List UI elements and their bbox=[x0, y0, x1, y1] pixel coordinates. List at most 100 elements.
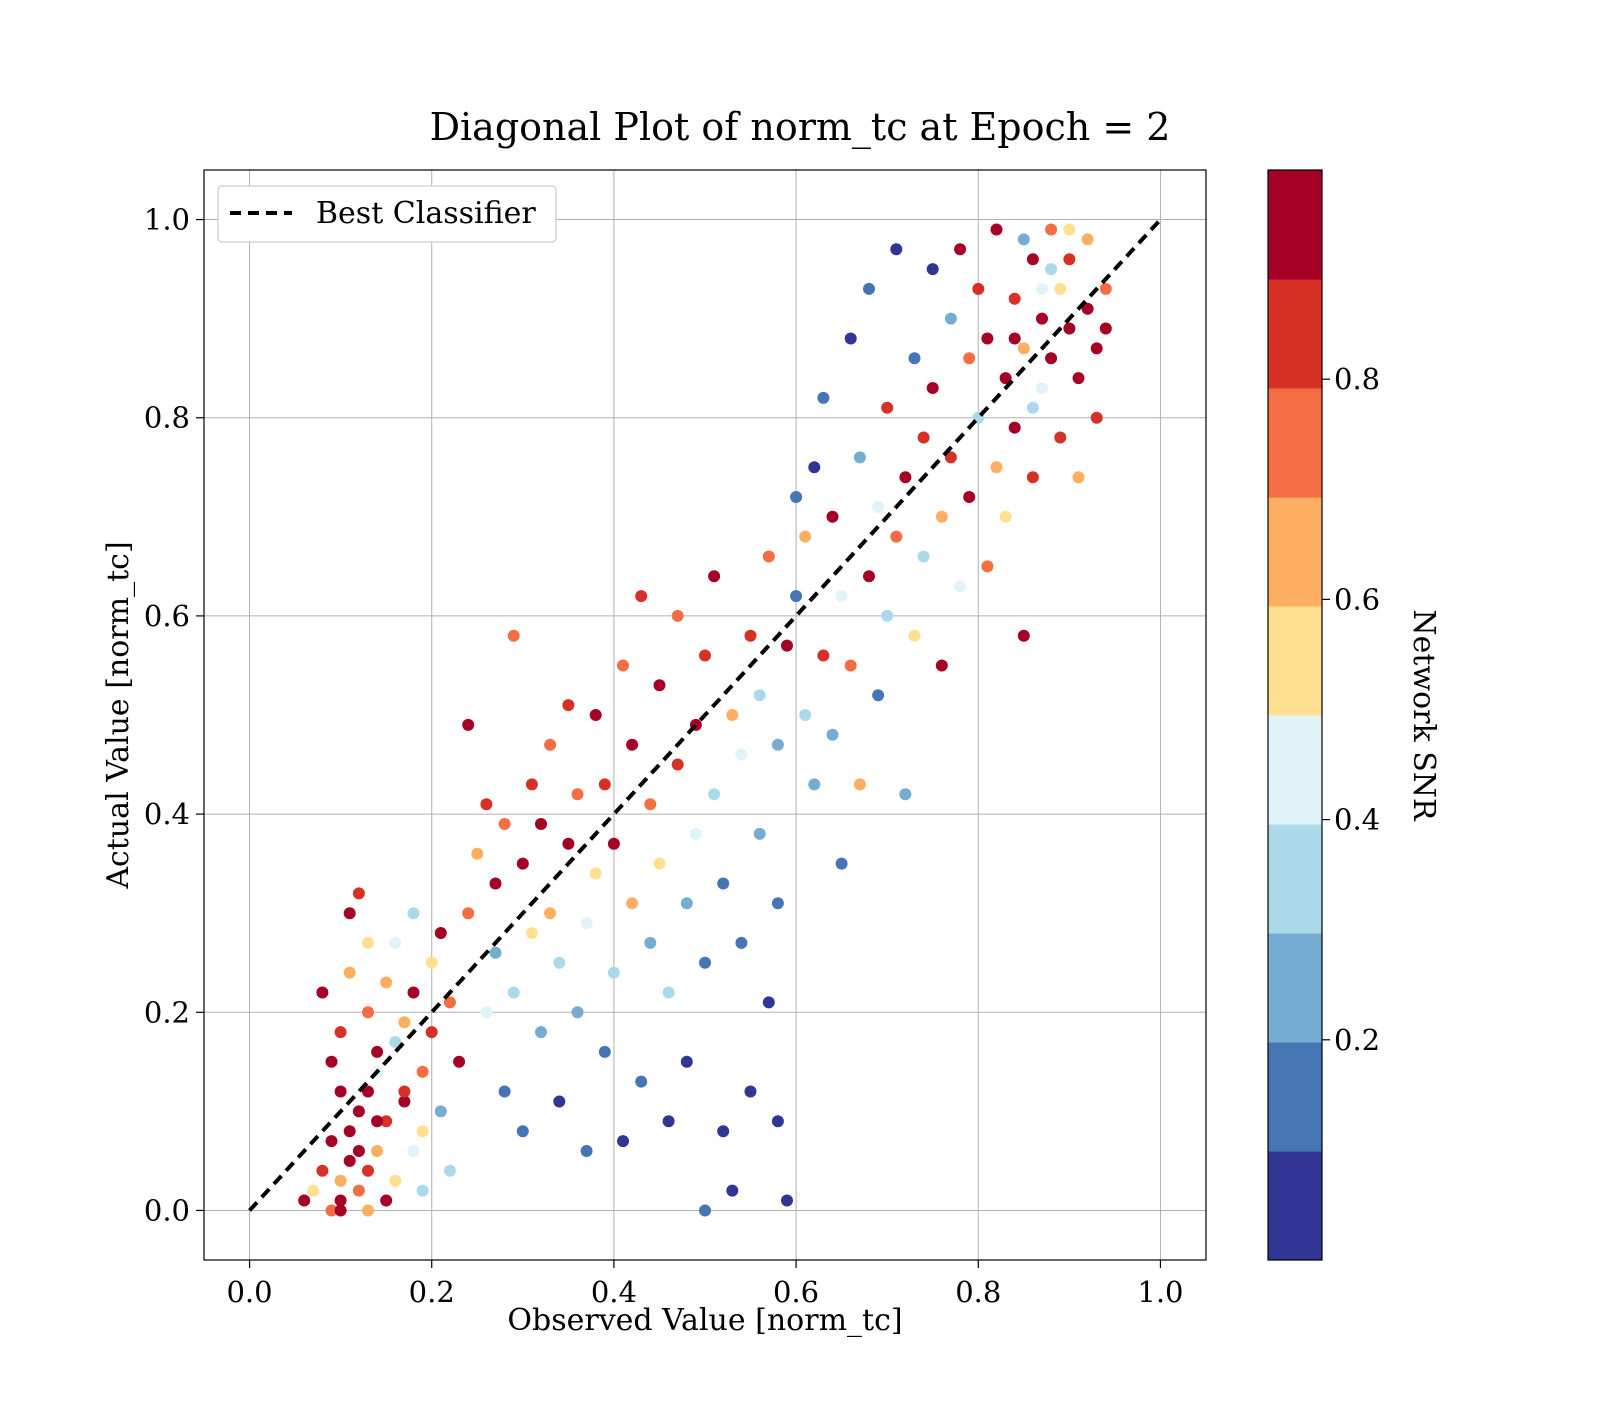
data-point bbox=[434, 1105, 447, 1118]
data-point bbox=[771, 897, 784, 910]
x-axis-ticks: 0.0 0.2 0.4 0.6 0.8 1.0 bbox=[226, 1260, 1184, 1309]
data-point bbox=[362, 1204, 374, 1217]
data-point bbox=[635, 1075, 648, 1088]
legend-box bbox=[217, 185, 557, 243]
data-point bbox=[562, 837, 575, 850]
colorbar-segment bbox=[1268, 279, 1322, 389]
data-point bbox=[398, 1095, 411, 1108]
colorbar-frame bbox=[1267, 169, 1323, 1261]
x-tick-label: 0.6 bbox=[773, 1275, 819, 1309]
data-point bbox=[1081, 233, 1094, 246]
data-point bbox=[853, 451, 866, 464]
data-point bbox=[954, 243, 967, 256]
data-point bbox=[790, 590, 803, 603]
data-point bbox=[489, 946, 502, 959]
data-point bbox=[407, 1145, 420, 1157]
data-point bbox=[954, 580, 967, 593]
data-point bbox=[362, 1006, 374, 1019]
colorbar-tick-label: 0.6 bbox=[1334, 582, 1380, 616]
data-point bbox=[753, 689, 766, 702]
data-point bbox=[708, 570, 721, 583]
data-point bbox=[662, 986, 675, 999]
data-point bbox=[343, 1154, 356, 1167]
data-point bbox=[571, 788, 584, 801]
data-point bbox=[416, 1065, 429, 1078]
data-point bbox=[1063, 253, 1076, 266]
data-point bbox=[352, 1105, 365, 1118]
data-point bbox=[1017, 629, 1030, 642]
data-point bbox=[826, 510, 839, 523]
data-point bbox=[598, 1045, 611, 1058]
data-point bbox=[553, 1095, 566, 1108]
data-point bbox=[1054, 431, 1067, 444]
data-point bbox=[480, 1006, 493, 1019]
data-point bbox=[762, 996, 775, 1009]
data-point bbox=[343, 1125, 356, 1138]
data-point bbox=[999, 510, 1012, 523]
data-point bbox=[589, 709, 602, 721]
data-point bbox=[398, 1016, 411, 1029]
data-point bbox=[617, 1135, 629, 1148]
data-point bbox=[717, 877, 730, 890]
data-point bbox=[580, 1145, 593, 1157]
data-point bbox=[1036, 282, 1048, 295]
data-point bbox=[1099, 322, 1112, 335]
data-point bbox=[562, 699, 575, 712]
data-point bbox=[735, 748, 748, 761]
data-point bbox=[389, 1174, 402, 1187]
colorbar-tick-label: 0.2 bbox=[1334, 1023, 1380, 1057]
data-point bbox=[944, 451, 957, 464]
data-point bbox=[644, 798, 657, 811]
y-tick-label: 0.2 bbox=[144, 995, 190, 1029]
data-point bbox=[443, 1164, 456, 1177]
colorbar-segment bbox=[1268, 824, 1322, 934]
x-tick-label: 1.0 bbox=[1137, 1275, 1183, 1309]
data-point bbox=[443, 996, 456, 1009]
data-point bbox=[890, 530, 903, 543]
legend: Best Classifier bbox=[217, 185, 557, 243]
data-point bbox=[352, 887, 365, 900]
colorbar-label: Network SNR bbox=[1406, 609, 1441, 822]
data-point bbox=[1026, 401, 1039, 414]
data-point bbox=[790, 491, 803, 503]
data-point bbox=[817, 391, 830, 404]
data-point bbox=[544, 907, 557, 920]
data-point bbox=[362, 936, 374, 949]
data-point bbox=[407, 986, 420, 999]
data-point bbox=[1081, 302, 1094, 315]
colorbar-segment bbox=[1268, 388, 1322, 498]
data-point bbox=[699, 649, 711, 662]
y-tick-label: 0.0 bbox=[144, 1193, 190, 1227]
data-point bbox=[362, 1085, 374, 1098]
data-point bbox=[1026, 253, 1039, 266]
data-point bbox=[926, 263, 939, 276]
data-point bbox=[535, 818, 547, 830]
data-point bbox=[781, 1194, 793, 1207]
data-point bbox=[334, 1085, 347, 1098]
data-point bbox=[334, 1204, 347, 1217]
data-point bbox=[535, 1026, 547, 1039]
data-point bbox=[981, 560, 994, 573]
data-point bbox=[771, 1115, 784, 1128]
data-point bbox=[835, 590, 848, 603]
data-point bbox=[607, 837, 620, 850]
data-point bbox=[571, 1006, 584, 1019]
data-point bbox=[1036, 312, 1048, 325]
data-point bbox=[781, 639, 793, 652]
data-point bbox=[981, 332, 994, 345]
data-point bbox=[343, 907, 356, 920]
data-point bbox=[580, 917, 593, 930]
reference-line-layer bbox=[248, 218, 1162, 1212]
data-point bbox=[1090, 411, 1103, 424]
x-axis-label: Observed Value [norm_tc] bbox=[507, 1303, 902, 1338]
data-point bbox=[671, 758, 684, 771]
data-point bbox=[680, 1055, 693, 1068]
data-point bbox=[498, 1085, 511, 1098]
data-point bbox=[598, 778, 611, 791]
data-point bbox=[863, 570, 875, 583]
points-layer bbox=[298, 223, 1112, 1217]
y-axis-ticks: 0.0 0.2 0.4 0.6 0.8 1.0 bbox=[144, 203, 204, 1227]
y-tick-label: 0.8 bbox=[144, 401, 190, 435]
data-point bbox=[908, 629, 921, 642]
data-point bbox=[416, 1184, 429, 1197]
